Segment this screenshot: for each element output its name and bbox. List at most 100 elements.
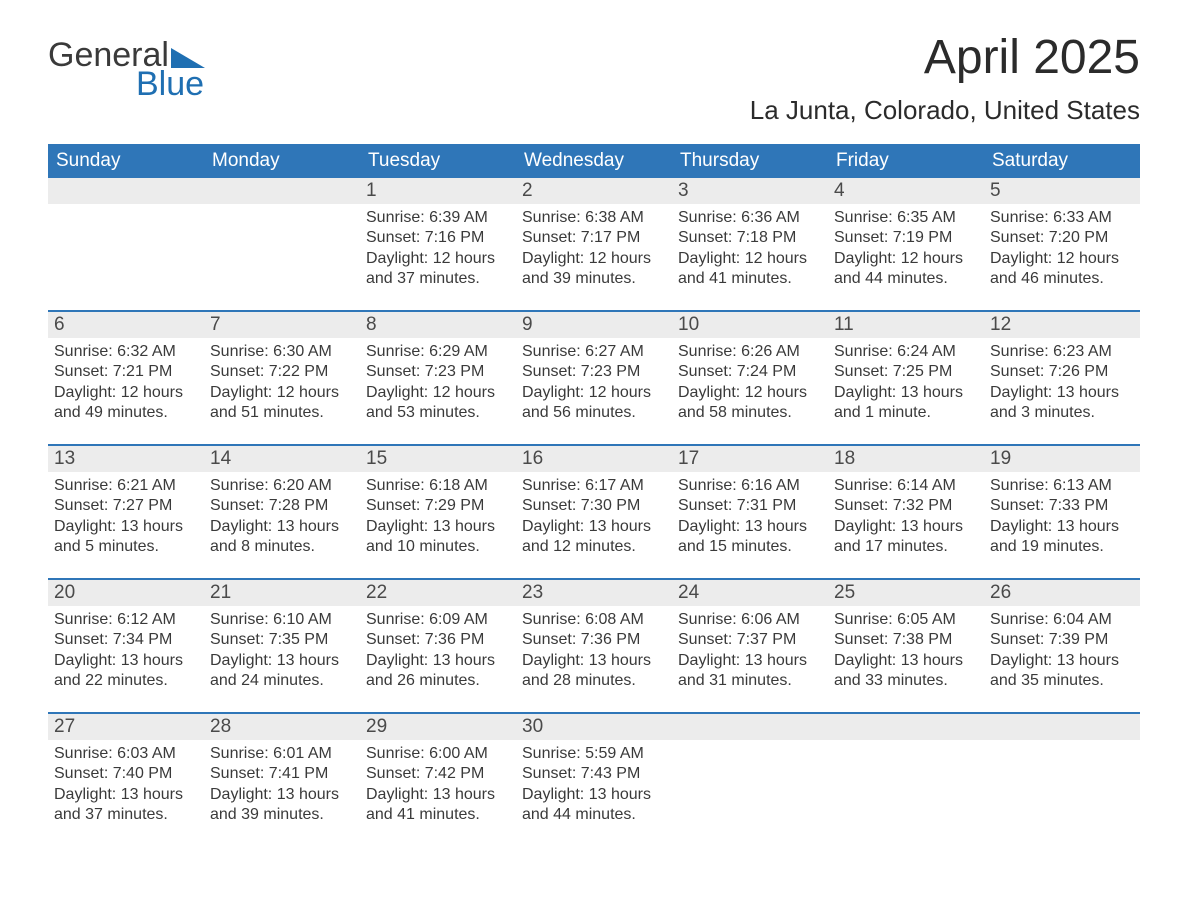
day-number: 14 (204, 446, 360, 472)
sunrise-text: Sunrise: 6:20 AM (210, 476, 354, 496)
day-number: 17 (672, 446, 828, 472)
title-block: April 2025 La Junta, Colorado, United St… (750, 30, 1140, 126)
weekday-header: Tuesday (360, 144, 516, 178)
daylight-text: Daylight: 12 hours and 37 minutes. (366, 249, 510, 290)
weekday-header: Friday (828, 144, 984, 178)
calendar-day: 18Sunrise: 6:14 AMSunset: 7:32 PMDayligh… (828, 446, 984, 568)
day-body: Sunrise: 6:12 AMSunset: 7:34 PMDaylight:… (48, 606, 204, 698)
sunset-text: Sunset: 7:25 PM (834, 362, 978, 382)
day-body: Sunrise: 6:00 AMSunset: 7:42 PMDaylight:… (360, 740, 516, 832)
sunrise-text: Sunrise: 6:05 AM (834, 610, 978, 630)
calendar-day: 30Sunrise: 5:59 AMSunset: 7:43 PMDayligh… (516, 714, 672, 836)
day-body: Sunrise: 5:59 AMSunset: 7:43 PMDaylight:… (516, 740, 672, 832)
calendar-day: 14Sunrise: 6:20 AMSunset: 7:28 PMDayligh… (204, 446, 360, 568)
sunset-text: Sunset: 7:20 PM (990, 228, 1134, 248)
sunset-text: Sunset: 7:30 PM (522, 496, 666, 516)
sunset-text: Sunset: 7:28 PM (210, 496, 354, 516)
sunrise-text: Sunrise: 6:12 AM (54, 610, 198, 630)
sunset-text: Sunset: 7:40 PM (54, 764, 198, 784)
calendar-day: 2Sunrise: 6:38 AMSunset: 7:17 PMDaylight… (516, 178, 672, 300)
day-number: 18 (828, 446, 984, 472)
sunrise-text: Sunrise: 6:32 AM (54, 342, 198, 362)
daylight-text: Daylight: 12 hours and 44 minutes. (834, 249, 978, 290)
daylight-text: Daylight: 12 hours and 58 minutes. (678, 383, 822, 424)
calendar-day: 27Sunrise: 6:03 AMSunset: 7:40 PMDayligh… (48, 714, 204, 836)
day-number: 1 (360, 178, 516, 204)
day-number: 25 (828, 580, 984, 606)
day-body: Sunrise: 6:04 AMSunset: 7:39 PMDaylight:… (984, 606, 1140, 698)
sunset-text: Sunset: 7:29 PM (366, 496, 510, 516)
day-number: 28 (204, 714, 360, 740)
sunset-text: Sunset: 7:16 PM (366, 228, 510, 248)
day-body: Sunrise: 6:33 AMSunset: 7:20 PMDaylight:… (984, 204, 1140, 296)
daylight-text: Daylight: 13 hours and 5 minutes. (54, 517, 198, 558)
day-body: Sunrise: 6:13 AMSunset: 7:33 PMDaylight:… (984, 472, 1140, 564)
sunrise-text: Sunrise: 6:10 AM (210, 610, 354, 630)
location-subtitle: La Junta, Colorado, United States (750, 95, 1140, 126)
sunrise-text: Sunrise: 6:17 AM (522, 476, 666, 496)
daylight-text: Daylight: 13 hours and 31 minutes. (678, 651, 822, 692)
day-body: Sunrise: 6:29 AMSunset: 7:23 PMDaylight:… (360, 338, 516, 430)
day-number (828, 714, 984, 740)
day-number: 6 (48, 312, 204, 338)
sunrise-text: Sunrise: 6:21 AM (54, 476, 198, 496)
header: General Blue April 2025 La Junta, Colora… (48, 30, 1140, 126)
day-number (672, 714, 828, 740)
day-number: 19 (984, 446, 1140, 472)
day-number: 9 (516, 312, 672, 338)
sunrise-text: Sunrise: 6:29 AM (366, 342, 510, 362)
sunset-text: Sunset: 7:21 PM (54, 362, 198, 382)
sunset-text: Sunset: 7:39 PM (990, 630, 1134, 650)
calendar-day: 10Sunrise: 6:26 AMSunset: 7:24 PMDayligh… (672, 312, 828, 434)
sunrise-text: Sunrise: 6:18 AM (366, 476, 510, 496)
sunrise-text: Sunrise: 6:24 AM (834, 342, 978, 362)
daylight-text: Daylight: 12 hours and 39 minutes. (522, 249, 666, 290)
calendar-day: 15Sunrise: 6:18 AMSunset: 7:29 PMDayligh… (360, 446, 516, 568)
day-body: Sunrise: 6:35 AMSunset: 7:19 PMDaylight:… (828, 204, 984, 296)
day-body: Sunrise: 6:18 AMSunset: 7:29 PMDaylight:… (360, 472, 516, 564)
day-body: Sunrise: 6:27 AMSunset: 7:23 PMDaylight:… (516, 338, 672, 430)
sunrise-text: Sunrise: 6:03 AM (54, 744, 198, 764)
day-body: Sunrise: 6:17 AMSunset: 7:30 PMDaylight:… (516, 472, 672, 564)
day-body: Sunrise: 6:38 AMSunset: 7:17 PMDaylight:… (516, 204, 672, 296)
day-number (48, 178, 204, 204)
day-body: Sunrise: 6:03 AMSunset: 7:40 PMDaylight:… (48, 740, 204, 832)
day-body: Sunrise: 6:36 AMSunset: 7:18 PMDaylight:… (672, 204, 828, 296)
day-number: 11 (828, 312, 984, 338)
weeks-container: 1Sunrise: 6:39 AMSunset: 7:16 PMDaylight… (48, 178, 1140, 836)
calendar-day (984, 714, 1140, 836)
calendar-day: 28Sunrise: 6:01 AMSunset: 7:41 PMDayligh… (204, 714, 360, 836)
calendar-day: 26Sunrise: 6:04 AMSunset: 7:39 PMDayligh… (984, 580, 1140, 702)
daylight-text: Daylight: 13 hours and 12 minutes. (522, 517, 666, 558)
sunrise-text: Sunrise: 6:00 AM (366, 744, 510, 764)
sunrise-text: Sunrise: 6:26 AM (678, 342, 822, 362)
weekday-header: Monday (204, 144, 360, 178)
daylight-text: Daylight: 13 hours and 24 minutes. (210, 651, 354, 692)
day-number: 27 (48, 714, 204, 740)
sunrise-text: Sunrise: 6:33 AM (990, 208, 1134, 228)
day-body: Sunrise: 6:14 AMSunset: 7:32 PMDaylight:… (828, 472, 984, 564)
calendar: Sunday Monday Tuesday Wednesday Thursday… (48, 144, 1140, 836)
calendar-week: 27Sunrise: 6:03 AMSunset: 7:40 PMDayligh… (48, 712, 1140, 836)
sunrise-text: Sunrise: 6:30 AM (210, 342, 354, 362)
sunset-text: Sunset: 7:18 PM (678, 228, 822, 248)
daylight-text: Daylight: 13 hours and 44 minutes. (522, 785, 666, 826)
daylight-text: Daylight: 13 hours and 19 minutes. (990, 517, 1134, 558)
weekday-header: Sunday (48, 144, 204, 178)
sunset-text: Sunset: 7:22 PM (210, 362, 354, 382)
day-number: 21 (204, 580, 360, 606)
day-body: Sunrise: 6:24 AMSunset: 7:25 PMDaylight:… (828, 338, 984, 430)
sunset-text: Sunset: 7:27 PM (54, 496, 198, 516)
calendar-day: 20Sunrise: 6:12 AMSunset: 7:34 PMDayligh… (48, 580, 204, 702)
day-number: 16 (516, 446, 672, 472)
calendar-day: 23Sunrise: 6:08 AMSunset: 7:36 PMDayligh… (516, 580, 672, 702)
weekday-header: Thursday (672, 144, 828, 178)
sunset-text: Sunset: 7:26 PM (990, 362, 1134, 382)
daylight-text: Daylight: 13 hours and 3 minutes. (990, 383, 1134, 424)
sunrise-text: Sunrise: 6:39 AM (366, 208, 510, 228)
daylight-text: Daylight: 13 hours and 26 minutes. (366, 651, 510, 692)
calendar-day (204, 178, 360, 300)
logo-triangle-icon (171, 38, 205, 77)
day-body: Sunrise: 6:05 AMSunset: 7:38 PMDaylight:… (828, 606, 984, 698)
calendar-day: 21Sunrise: 6:10 AMSunset: 7:35 PMDayligh… (204, 580, 360, 702)
